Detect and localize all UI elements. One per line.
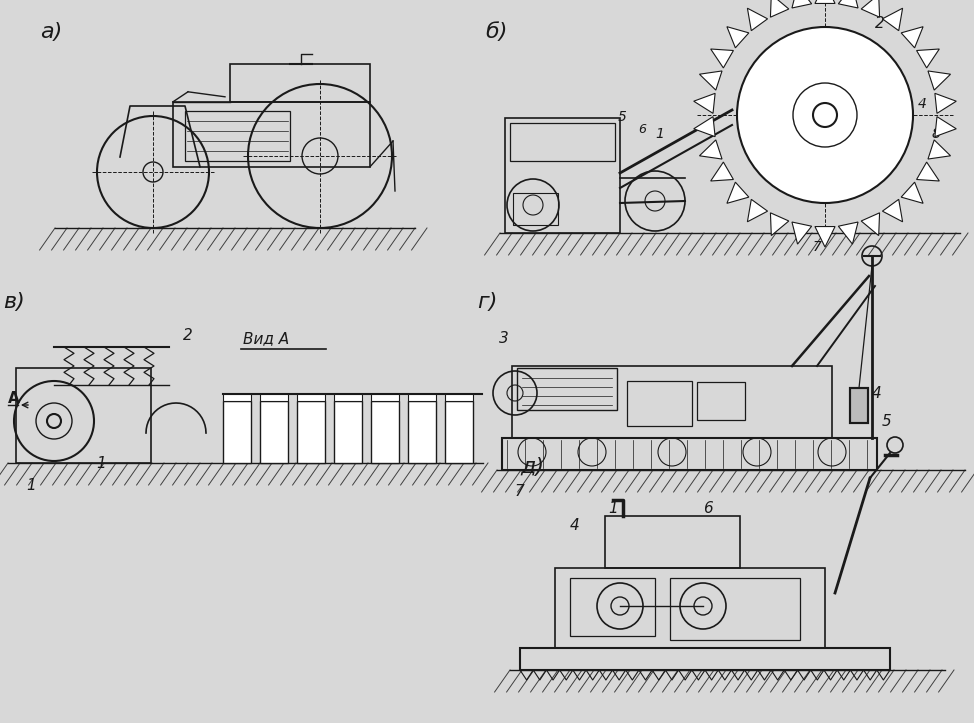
Polygon shape xyxy=(928,71,951,90)
Bar xyxy=(223,401,251,463)
Text: 7: 7 xyxy=(813,240,822,254)
Bar xyxy=(555,568,825,648)
Text: в): в) xyxy=(3,292,24,312)
Polygon shape xyxy=(928,140,951,159)
Polygon shape xyxy=(711,162,733,181)
Text: Вид А: Вид А xyxy=(243,331,289,346)
Polygon shape xyxy=(882,8,903,30)
Polygon shape xyxy=(770,213,789,236)
Text: 7: 7 xyxy=(515,484,525,499)
Text: 4: 4 xyxy=(872,386,881,401)
Bar xyxy=(185,111,290,161)
Bar xyxy=(510,123,615,161)
Text: б): б) xyxy=(485,22,507,42)
Polygon shape xyxy=(917,162,939,181)
Bar xyxy=(445,401,473,463)
Text: 2: 2 xyxy=(875,16,884,31)
Bar xyxy=(517,368,617,410)
Text: 5: 5 xyxy=(882,414,892,429)
Bar xyxy=(570,578,655,636)
Bar xyxy=(513,193,558,225)
Text: 6: 6 xyxy=(703,501,713,516)
Polygon shape xyxy=(693,116,715,137)
Text: 2: 2 xyxy=(183,328,193,343)
Bar xyxy=(297,394,325,401)
Bar xyxy=(371,394,399,401)
Bar xyxy=(520,648,890,670)
Text: 1: 1 xyxy=(26,478,36,493)
Bar xyxy=(605,516,740,568)
Text: 4: 4 xyxy=(918,97,927,111)
Bar xyxy=(334,401,362,463)
Bar xyxy=(260,401,288,463)
Text: 5: 5 xyxy=(618,110,627,124)
Text: 8: 8 xyxy=(932,127,941,141)
Bar xyxy=(502,438,877,470)
Circle shape xyxy=(737,27,913,203)
Polygon shape xyxy=(901,27,923,48)
Polygon shape xyxy=(882,200,903,222)
Bar xyxy=(850,388,868,423)
Bar xyxy=(445,394,473,401)
Bar xyxy=(371,401,399,463)
Polygon shape xyxy=(699,140,722,159)
Bar xyxy=(408,394,436,401)
Bar xyxy=(260,394,288,401)
Bar xyxy=(334,394,362,401)
Bar xyxy=(173,102,370,167)
Bar xyxy=(512,366,832,438)
Polygon shape xyxy=(917,49,939,68)
Polygon shape xyxy=(792,0,811,8)
Text: 6: 6 xyxy=(638,123,646,136)
Bar xyxy=(408,401,436,463)
Bar xyxy=(16,368,151,463)
Polygon shape xyxy=(792,222,811,244)
Polygon shape xyxy=(699,71,722,90)
Text: 3: 3 xyxy=(499,331,508,346)
Text: 1: 1 xyxy=(655,127,664,141)
Polygon shape xyxy=(770,0,789,17)
Bar xyxy=(670,578,800,640)
Polygon shape xyxy=(839,222,858,244)
Text: г): г) xyxy=(477,292,498,312)
Bar xyxy=(505,118,620,233)
Polygon shape xyxy=(693,93,715,114)
Polygon shape xyxy=(747,200,768,222)
Polygon shape xyxy=(935,116,956,137)
Polygon shape xyxy=(839,0,858,8)
Bar xyxy=(697,382,745,420)
Polygon shape xyxy=(815,0,835,4)
Text: д): д) xyxy=(520,457,544,477)
Text: 4: 4 xyxy=(570,518,580,533)
Polygon shape xyxy=(861,213,880,236)
Polygon shape xyxy=(935,93,956,114)
Bar xyxy=(230,64,370,102)
Bar xyxy=(297,401,325,463)
Bar xyxy=(850,388,868,423)
Polygon shape xyxy=(727,182,749,203)
Text: а): а) xyxy=(40,22,62,42)
Text: А: А xyxy=(8,391,19,406)
Polygon shape xyxy=(711,49,733,68)
Text: 1: 1 xyxy=(608,501,618,516)
Bar xyxy=(223,394,251,401)
Polygon shape xyxy=(901,182,923,203)
Bar xyxy=(627,381,692,426)
Polygon shape xyxy=(727,27,749,48)
Polygon shape xyxy=(861,0,880,17)
Text: 1: 1 xyxy=(96,456,106,471)
Polygon shape xyxy=(747,8,768,30)
Polygon shape xyxy=(815,226,835,247)
